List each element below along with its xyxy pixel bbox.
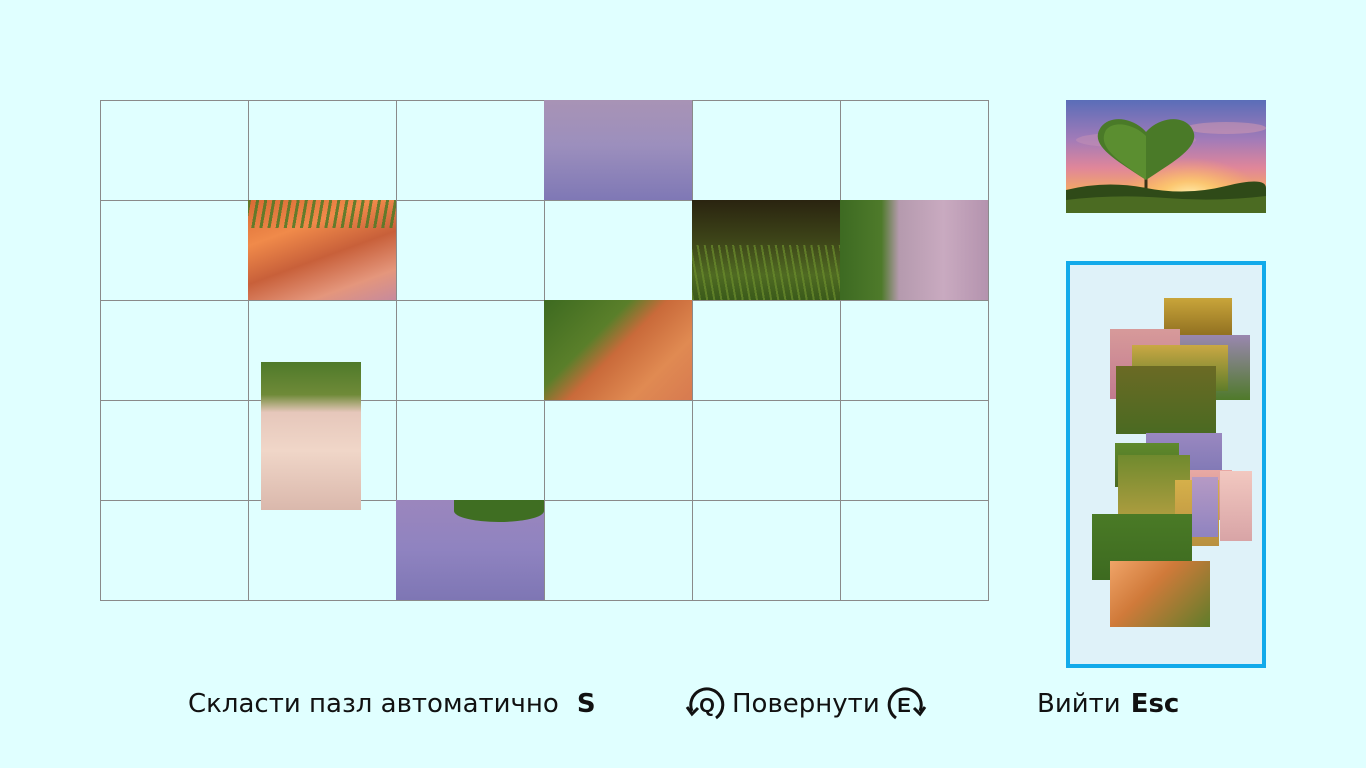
tray-puzzle-piece[interactable]	[1192, 477, 1218, 537]
rotate-label: Повернути	[732, 689, 880, 719]
board-cell[interactable]	[692, 500, 841, 601]
board-cell[interactable]	[396, 100, 545, 201]
puzzle-piece[interactable]	[840, 200, 988, 300]
board-cell[interactable]	[840, 400, 989, 501]
board-cell[interactable]	[544, 500, 693, 601]
board-cell[interactable]	[100, 100, 249, 201]
exit-control[interactable]: Вийти Esc	[1037, 682, 1179, 726]
board-cell[interactable]	[396, 400, 545, 501]
puzzle-piece[interactable]	[248, 200, 396, 300]
rotate-left-icon[interactable]: Q	[684, 681, 730, 727]
board-cell[interactable]	[396, 200, 545, 301]
tray-puzzle-piece[interactable]	[1220, 471, 1252, 541]
puzzle-piece[interactable]	[692, 200, 840, 300]
tray-puzzle-piece[interactable]	[1116, 366, 1216, 434]
board-cell[interactable]	[100, 400, 249, 501]
board-cell[interactable]	[100, 500, 249, 601]
board-cell[interactable]	[692, 400, 841, 501]
board-cell[interactable]	[840, 300, 989, 401]
board-cell[interactable]	[248, 500, 397, 601]
tray-puzzle-piece[interactable]	[1110, 561, 1210, 627]
rotate-right-key: E	[897, 695, 910, 717]
puzzle-piece[interactable]	[544, 300, 692, 400]
board-cell[interactable]	[840, 500, 989, 601]
exit-key: Esc	[1130, 689, 1180, 719]
board-cell[interactable]	[100, 300, 249, 401]
floating-puzzle-piece[interactable]	[261, 362, 361, 510]
auto-solve-label: Скласти пазл автоматично	[188, 689, 559, 719]
board-cell[interactable]	[692, 300, 841, 401]
exit-label: Вийти	[1037, 689, 1121, 719]
board-cell[interactable]	[692, 100, 841, 201]
puzzle-board[interactable]	[100, 100, 989, 601]
rotate-right-icon[interactable]: E	[882, 681, 928, 727]
board-cell[interactable]	[248, 100, 397, 201]
heart-tree-sunset-image	[1066, 100, 1266, 213]
rotate-left-key: Q	[699, 695, 715, 717]
board-cell[interactable]	[544, 200, 693, 301]
board-cell[interactable]	[840, 100, 989, 201]
rotate-control[interactable]: Q Повернути E	[684, 682, 928, 726]
puzzle-piece[interactable]	[544, 100, 692, 200]
auto-solve-key: S	[576, 689, 596, 719]
board-cell[interactable]	[544, 400, 693, 501]
piece-tray[interactable]	[1066, 261, 1266, 668]
preview-image	[1066, 100, 1266, 213]
board-cell[interactable]	[396, 300, 545, 401]
auto-solve-control[interactable]: Скласти пазл автоматично S	[188, 682, 596, 726]
board-cell[interactable]	[100, 200, 249, 301]
puzzle-piece[interactable]	[396, 500, 544, 600]
